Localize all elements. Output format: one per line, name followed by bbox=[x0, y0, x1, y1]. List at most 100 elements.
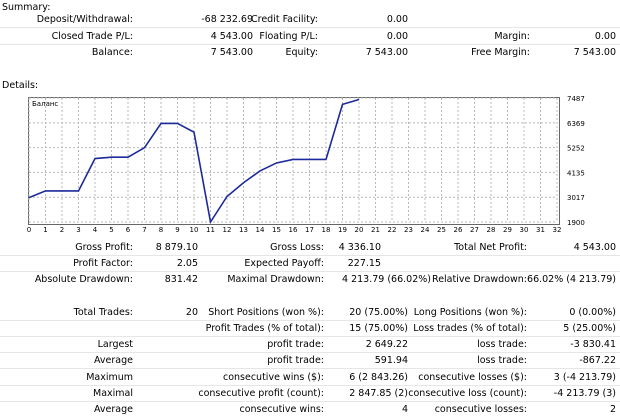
stats-divider bbox=[0, 255, 620, 256]
stats-divider bbox=[0, 271, 620, 272]
gross-profit-value: 8 879.10 bbox=[155, 242, 198, 253]
summary-equity-label: Equity: bbox=[285, 47, 318, 58]
trade-row-metric-label: consecutive loss (count): bbox=[408, 388, 527, 399]
trade-row-metric-value: 2 bbox=[609, 404, 616, 415]
x-tick-label: 3 bbox=[76, 226, 80, 234]
x-tick-label: 19 bbox=[338, 226, 347, 234]
chart-title: Баланс bbox=[32, 100, 58, 108]
relative-drawdown-value: 66.02% (4 213.79) bbox=[527, 274, 616, 285]
trade-row-metric-value: 2 649.22 bbox=[365, 339, 408, 350]
x-tick-label: 4 bbox=[93, 226, 98, 234]
x-tick-label: 20 bbox=[355, 226, 364, 234]
x-tick-label: 17 bbox=[305, 226, 314, 234]
x-tick-label: 23 bbox=[404, 226, 413, 234]
trade-row-metric-label: Profit Trades (% of total): bbox=[205, 323, 324, 334]
x-tick-label: 9 bbox=[175, 226, 179, 234]
x-tick-label: 30 bbox=[520, 226, 529, 234]
x-tick-label: 21 bbox=[371, 226, 380, 234]
x-tick-label: 12 bbox=[223, 226, 232, 234]
total-net-profit-value: 4 543.00 bbox=[573, 242, 616, 253]
total-net-profit-label: Total Net Profit: bbox=[454, 242, 527, 253]
x-tick-label: 22 bbox=[388, 226, 397, 234]
stats-divider bbox=[0, 385, 620, 386]
expected-payoff-value: 227.15 bbox=[347, 258, 381, 269]
summary-closed-pl-label: Closed Trade P/L: bbox=[51, 31, 133, 42]
trade-row-metric-value: 20 (75.00%) bbox=[349, 307, 408, 318]
y-tick-label: 3017 bbox=[567, 194, 585, 202]
stats-divider bbox=[0, 336, 620, 337]
x-tick-label: 28 bbox=[487, 226, 496, 234]
trade-row-metric-value: -867.22 bbox=[579, 355, 616, 366]
x-tick-label: 18 bbox=[322, 226, 331, 234]
stats-divider bbox=[0, 352, 620, 353]
gross-profit-label: Gross Profit: bbox=[75, 242, 133, 253]
x-tick-label: 13 bbox=[239, 226, 248, 234]
expected-payoff-label: Expected Payoff: bbox=[244, 258, 324, 269]
balance-chart bbox=[28, 97, 560, 225]
stats-divider bbox=[0, 368, 620, 369]
y-tick-label: 4135 bbox=[567, 169, 585, 177]
trade-row-group-label: Maximum bbox=[86, 372, 133, 383]
details-title: Details: bbox=[2, 80, 39, 91]
y-tick-label: 6369 bbox=[567, 120, 585, 128]
stats-divider bbox=[0, 401, 620, 402]
gross-loss-value: 4 336.10 bbox=[338, 242, 381, 253]
summary-deposit-label: Deposit/Withdrawal: bbox=[36, 14, 133, 25]
profit-factor-label: Profit Factor: bbox=[73, 258, 133, 269]
summary-margin-value: 0.00 bbox=[594, 31, 616, 42]
trade-row-metric-label: profit trade: bbox=[267, 355, 324, 366]
summary-free-margin-value: 7 543.00 bbox=[573, 47, 616, 58]
x-tick-label: 14 bbox=[256, 226, 265, 234]
trade-row-metric-label: Long Positions (won %): bbox=[413, 307, 527, 318]
relative-drawdown-label: Relative Drawdown: bbox=[432, 274, 527, 285]
trade-row-metric-value: 5 (25.00%) bbox=[563, 323, 616, 334]
trade-row-metric-value: 4 bbox=[401, 404, 408, 415]
trade-row-metric-label: consecutive wins: bbox=[239, 404, 324, 415]
x-tick-label: 25 bbox=[437, 226, 446, 234]
summary-equity-value: 7 543.00 bbox=[365, 47, 408, 58]
trade-row-group-label: Largest bbox=[97, 339, 133, 350]
absolute-drawdown-label: Absolute Drawdown: bbox=[34, 274, 133, 285]
summary-title: Summary: bbox=[2, 2, 51, 13]
balance-series-line bbox=[28, 98, 360, 225]
summary-balance-label: Balance: bbox=[91, 47, 133, 58]
trade-row-metric-value: -3 830.41 bbox=[570, 339, 616, 350]
trade-row-group-label: Average bbox=[93, 404, 133, 415]
total-trades-label: Total Trades: bbox=[73, 307, 133, 318]
trade-row-group-label: Average bbox=[93, 355, 133, 366]
x-tick-label: 11 bbox=[206, 226, 215, 234]
trade-row-metric-label: Short Positions (won %): bbox=[208, 307, 324, 318]
trade-row-metric-value: 0 (0.00%) bbox=[569, 307, 616, 318]
absolute-drawdown-value: 831.42 bbox=[164, 274, 198, 285]
summary-floating-pl-label: Floating P/L: bbox=[259, 31, 318, 42]
summary-credit-label: Credit Facility: bbox=[250, 14, 318, 25]
x-tick-label: 5 bbox=[109, 226, 113, 234]
summary-deposit-value: -68 232.69 bbox=[201, 14, 253, 25]
trade-row-group-label: Maximal bbox=[93, 388, 133, 399]
summary-closed-pl-value: 4 543.00 bbox=[210, 31, 253, 42]
x-tick-label: 26 bbox=[454, 226, 463, 234]
y-tick-label: 5252 bbox=[567, 145, 585, 153]
trade-row-metric-value: 591.94 bbox=[374, 355, 408, 366]
summary-floating-pl-value: 0.00 bbox=[386, 31, 408, 42]
summary-credit-value: 0.00 bbox=[386, 14, 408, 25]
x-tick-label: 16 bbox=[289, 226, 298, 234]
y-tick-label: 1900 bbox=[567, 219, 585, 227]
trade-row-metric-label: loss trade: bbox=[477, 355, 527, 366]
summary-balance-value: 7 543.00 bbox=[210, 47, 253, 58]
x-tick-label: 2 bbox=[60, 226, 64, 234]
y-tick-label: 7487 bbox=[567, 95, 585, 103]
trade-row-metric-label: consecutive losses: bbox=[434, 404, 527, 415]
total-trades-value: 20 bbox=[185, 307, 198, 318]
trade-row-metric-label: consecutive profit (count): bbox=[198, 388, 324, 399]
trade-row-metric-label: profit trade: bbox=[267, 339, 324, 350]
x-tick-label: 31 bbox=[536, 226, 545, 234]
trade-row-metric-value: 2 847.85 (2) bbox=[349, 388, 408, 399]
trade-row-metric-label: consecutive wins ($): bbox=[222, 372, 324, 383]
balance-chart-svg: 0 1 2 3 4 5 6 7 8 9 10 11 12 13 14 15 16 17 18 19 20 21 22 23 24… bbox=[27, 95, 585, 234]
x-tick-label: 7 bbox=[142, 226, 146, 234]
x-tick-label: 10 bbox=[190, 226, 199, 234]
trade-row-metric-value: 15 (75.00%) bbox=[349, 323, 408, 334]
summary-free-margin-label: Free Margin: bbox=[471, 47, 530, 58]
trade-row-metric-value: 3 (-4 213.79) bbox=[553, 372, 616, 383]
